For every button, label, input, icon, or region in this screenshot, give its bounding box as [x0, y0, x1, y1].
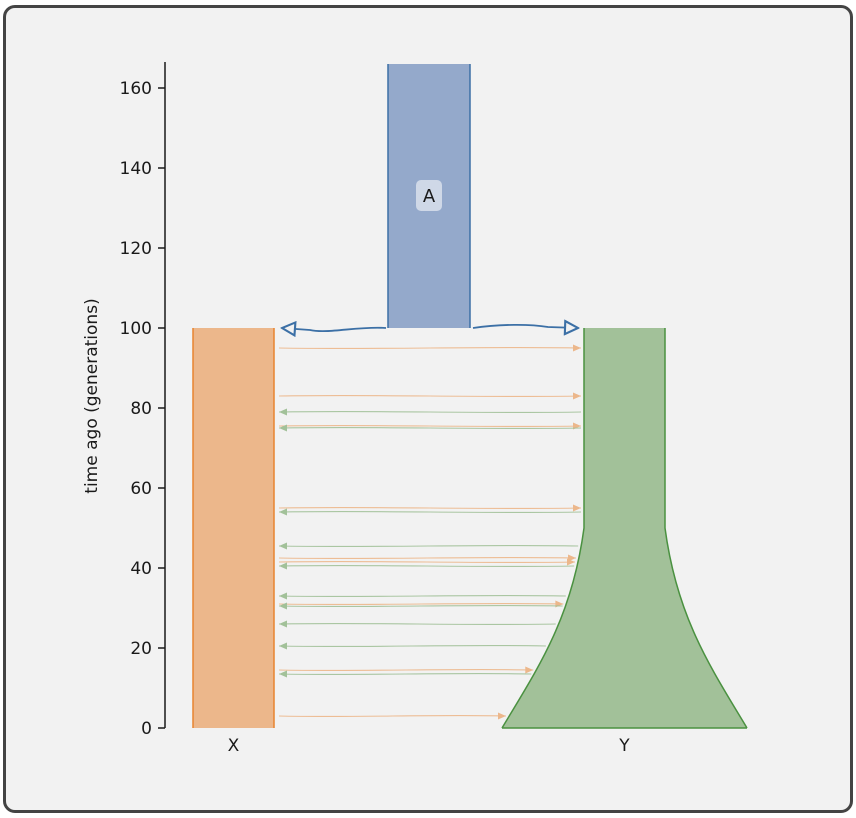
migration-pulse-line — [278, 510, 582, 514]
migration-pulse-line — [278, 672, 532, 676]
migration-pulse-arrowhead — [525, 666, 534, 674]
y-tick-label: 0 — [141, 719, 152, 739]
split-layer — [282, 325, 578, 331]
migration-pulse-line — [278, 560, 575, 564]
y-tick-label: 100 — [120, 319, 152, 339]
y-axis: time ago (generations) 0 20 40 60 80 100 120 14… — [82, 62, 166, 739]
migration-pulse-line — [278, 622, 556, 626]
migration-pulse-line — [278, 594, 566, 598]
migration-pulse-arrowhead — [573, 392, 581, 400]
migration-pulse-line — [278, 424, 582, 428]
migration-pulse-line — [278, 604, 563, 608]
population-a-label: A — [423, 186, 436, 207]
migration-pulse-line — [278, 602, 564, 606]
migration-pulse-line — [278, 394, 582, 398]
migration-pulse-line — [278, 556, 577, 560]
migration-pulse-line — [278, 410, 582, 414]
population-x-label: X — [228, 736, 240, 756]
population-labels: X Y A — [228, 180, 630, 756]
migration-pulse-arrowhead — [279, 508, 287, 516]
y-tick-label: 40 — [130, 559, 152, 579]
migration-pulse-line — [278, 564, 575, 568]
migration-pulse-arrowhead — [279, 424, 287, 432]
migration-pulse-arrowhead — [279, 620, 287, 628]
migration-pulse-arrowhead — [279, 542, 287, 550]
y-tick-label: 160 — [120, 79, 152, 99]
population-y-edge-left — [501, 328, 585, 729]
migration-layer — [278, 344, 582, 720]
population-y-edge-right — [664, 328, 748, 729]
split-arrow-a-to-y — [472, 325, 578, 328]
y-tick-label: 20 — [130, 639, 152, 659]
y-axis-label: time ago (generations) — [82, 298, 102, 493]
migration-pulse-arrowhead — [279, 642, 287, 650]
population-y-body — [502, 328, 747, 728]
migration-pulse-line — [278, 506, 582, 510]
migration-pulse-arrowhead — [279, 592, 287, 600]
migration-pulse-arrowhead — [279, 562, 287, 570]
split-arrow-a-to-x — [282, 328, 387, 331]
migration-pulse-arrowhead — [573, 344, 581, 352]
migration-pulse-line — [278, 426, 582, 430]
migration-pulse-line — [278, 644, 546, 648]
migration-pulse-arrowhead — [279, 602, 287, 610]
migration-pulse-line — [278, 544, 579, 548]
population-y-label: Y — [618, 736, 630, 756]
migration-pulse-line — [278, 346, 582, 350]
migration-pulse-arrowhead — [279, 408, 287, 416]
migration-pulse-arrowhead — [568, 554, 577, 562]
migration-pulse-line — [278, 714, 507, 718]
migration-pulse-arrowhead — [573, 504, 581, 512]
y-tick-label: 140 — [120, 159, 152, 179]
population-layer — [192, 64, 748, 729]
population-a-label-box — [416, 180, 442, 211]
y-tick-label: 80 — [130, 399, 152, 419]
migration-pulse-arrowhead — [566, 558, 575, 566]
migration-pulse-arrowhead — [279, 670, 287, 678]
migration-pulse-arrowhead — [497, 712, 506, 720]
y-tick-label: 60 — [130, 479, 152, 499]
migration-pulse-line — [278, 668, 534, 672]
population-x-body — [193, 328, 274, 728]
y-tick-label: 120 — [120, 239, 152, 259]
